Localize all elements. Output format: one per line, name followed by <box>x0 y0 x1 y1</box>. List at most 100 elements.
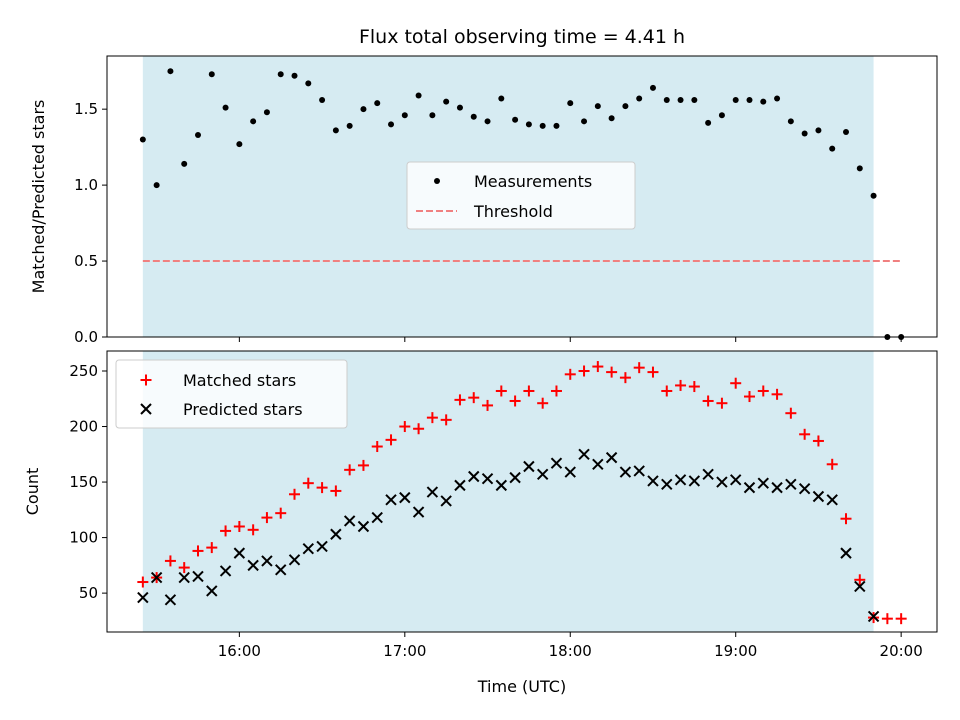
top-axes-frame <box>106 55 938 338</box>
matched-star-point <box>261 512 273 524</box>
matched-star-point <box>799 428 811 440</box>
predicted-star-point <box>385 494 397 506</box>
measurement-point <box>843 128 850 135</box>
bottom-y-ticks: 50 100 150 200 250 <box>69 362 107 602</box>
matched-star-point <box>302 477 314 489</box>
measurement-point <box>277 71 284 78</box>
measurement-point <box>415 92 422 99</box>
matched-star-point <box>606 366 618 378</box>
measurement-point <box>677 97 684 104</box>
measurement-point <box>870 192 877 199</box>
matched-star-point <box>316 482 328 494</box>
x-axis-label: Time (UTC) <box>477 677 566 696</box>
matched-star-point <box>785 407 797 419</box>
matched-star-point <box>688 381 700 393</box>
matched-star-point <box>716 397 728 409</box>
measurement-point <box>401 112 408 119</box>
y-tick-label: 0.0 <box>74 328 98 346</box>
measurement-point <box>139 136 146 143</box>
y-tick-label: 200 <box>69 418 98 436</box>
predicted-star-point <box>578 448 590 460</box>
predicted-star-point <box>206 585 218 597</box>
chart-title: Flux total observing time = 4.41 h <box>359 26 685 48</box>
measurement-point <box>608 115 615 122</box>
measurement-point <box>470 113 477 120</box>
measurement-point <box>374 100 381 107</box>
predicted-star-point <box>219 565 232 577</box>
measurement-point <box>167 68 174 75</box>
matched-star-point <box>592 361 604 373</box>
measurement-point <box>705 119 712 126</box>
predicted-star-point <box>564 466 576 478</box>
predicted-star-point <box>412 506 425 518</box>
measurement-point <box>291 72 298 79</box>
measurement-point <box>512 116 519 123</box>
legend-predicted-label: Predicted stars <box>183 400 303 419</box>
y-tick-label: 1.0 <box>74 176 98 194</box>
predicted-star-point <box>178 571 190 584</box>
matched-star-point <box>509 395 521 407</box>
measurement-point <box>250 118 257 125</box>
predicted-star-point <box>150 571 163 584</box>
y-tick-label: 1.5 <box>74 100 98 118</box>
predicted-star-point <box>743 481 756 494</box>
predicted-star-point <box>302 542 315 555</box>
matched-star-point <box>426 412 438 424</box>
y-tick-label: 0.5 <box>74 252 98 270</box>
measurement-point <box>236 141 243 148</box>
matched-star-point <box>440 414 452 426</box>
top-y-ticks: 0.0 0.5 1.0 1.5 <box>74 100 107 346</box>
measurement-point <box>539 122 546 129</box>
legend-predicted-marker <box>140 403 152 415</box>
matched-star-point <box>812 435 824 447</box>
matched-star-point <box>371 441 383 453</box>
measurement-point <box>443 98 450 105</box>
matched-star-point <box>206 542 218 554</box>
matched-star-point <box>661 385 673 397</box>
matched-star-point <box>826 458 838 470</box>
x-tick-label: 20:00 <box>880 642 923 660</box>
measurement-point <box>649 84 656 91</box>
measurement-point <box>553 122 560 129</box>
x-tick-label: 19:00 <box>714 642 757 660</box>
predicted-star-point <box>716 476 728 488</box>
matched-star-point <box>730 377 742 389</box>
measurement-point <box>222 104 229 111</box>
predicted-star-point <box>330 528 342 540</box>
predicted-star-point <box>233 547 246 559</box>
measurement-point <box>801 130 808 137</box>
predicted-star-point <box>647 475 659 487</box>
measurement-point <box>663 97 670 104</box>
bottom-legend: Matched stars Predicted stars <box>115 359 348 429</box>
top-y-axis-label: Matched/Predicted stars <box>29 100 48 294</box>
predicted-star-point <box>605 451 618 464</box>
measurement-point <box>856 165 863 172</box>
matched-star-point <box>357 459 369 471</box>
bottom-axes-frame <box>106 350 938 633</box>
matched-star-point <box>220 525 232 537</box>
predicted-star-point <box>812 490 825 503</box>
top-legend: Measurements Threshold <box>406 161 636 230</box>
matched-star-point <box>840 513 852 525</box>
predicted-star-point <box>840 547 852 559</box>
matched-star-point <box>550 385 562 397</box>
predicted-star-point <box>785 478 797 490</box>
matched-star-point <box>178 562 190 574</box>
measurement-point <box>484 118 491 125</box>
predicted-star-point <box>826 494 838 506</box>
predicted-star-point <box>854 580 866 593</box>
matched-star-point <box>702 395 714 407</box>
legend-matched-label: Matched stars <box>183 371 296 390</box>
matched-star-point <box>289 488 301 500</box>
measurement-point <box>581 118 588 125</box>
matched-star-point <box>895 613 907 625</box>
predicted-star-point <box>674 474 687 486</box>
predicted-star-point <box>798 483 811 495</box>
matched-star-point <box>495 385 507 397</box>
predicted-star-point <box>440 495 452 507</box>
predicted-star-point <box>275 564 287 576</box>
measurement-point <box>332 127 339 134</box>
predicted-star-point <box>468 470 480 483</box>
x-tick-label: 18:00 <box>549 642 592 660</box>
